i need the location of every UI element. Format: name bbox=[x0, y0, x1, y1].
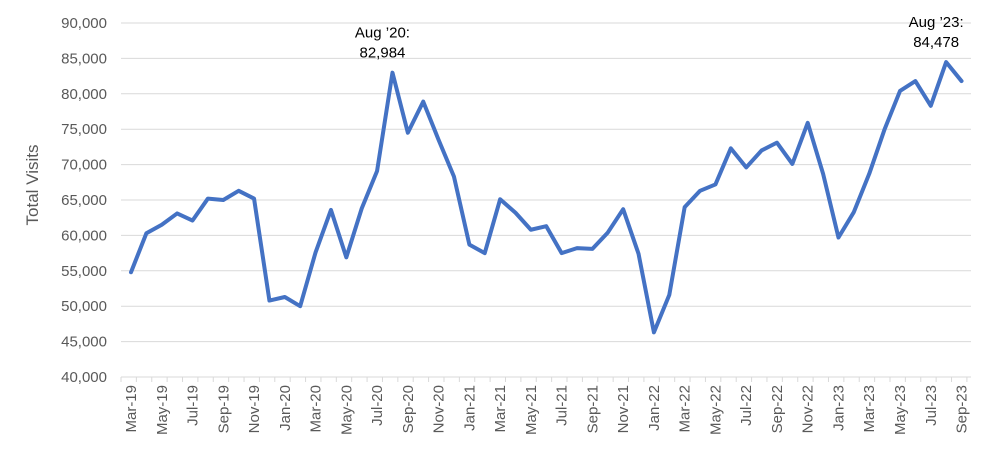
y-tick-label: 40,000 bbox=[61, 369, 107, 386]
x-tick-label: Nov-19 bbox=[246, 385, 263, 433]
data-annotation: Aug ’23: 84,478 bbox=[909, 14, 964, 51]
x-tick-label: May-19 bbox=[154, 385, 171, 435]
y-axis-title: Total Visits bbox=[23, 145, 42, 226]
x-tick-label: Sep-22 bbox=[769, 385, 786, 433]
x-tick-label: Mar-20 bbox=[308, 385, 325, 433]
x-tick-label: Mar-21 bbox=[492, 385, 509, 433]
y-tick-label: 65,000 bbox=[61, 192, 107, 209]
x-tick-label: Jul-22 bbox=[738, 385, 755, 426]
x-tick-label: Nov-21 bbox=[615, 385, 632, 433]
x-tick-label: Jul-20 bbox=[369, 385, 386, 426]
x-tick-label: May-23 bbox=[892, 385, 909, 435]
y-tick-label: 60,000 bbox=[61, 227, 107, 244]
x-tick-label: Sep-21 bbox=[584, 385, 601, 433]
x-axis-tick-labels: Mar-19 May-19 Jul-19 Sep-19 Nov-19 Jan-20 Mar-… bbox=[123, 385, 971, 435]
y-tick-label: 90,000 bbox=[61, 15, 107, 32]
y-tick-label: 80,000 bbox=[61, 86, 107, 103]
x-tick-label: Nov-22 bbox=[800, 385, 817, 433]
annotation-label: Aug ’20: bbox=[355, 25, 410, 42]
y-tick-label: 45,000 bbox=[61, 334, 107, 351]
x-tick-label: May-21 bbox=[523, 385, 540, 435]
y-tick-label: 85,000 bbox=[61, 50, 107, 67]
x-tick-label: Sep-23 bbox=[954, 385, 971, 433]
y-tick-label: 75,000 bbox=[61, 121, 107, 138]
x-tick-label: Jan-22 bbox=[646, 385, 663, 431]
x-tick-label: Jul-21 bbox=[554, 385, 571, 426]
gridlines bbox=[121, 22, 971, 343]
x-tick-label: Jan-20 bbox=[277, 385, 294, 431]
annotation-label: Aug ’23: bbox=[909, 14, 964, 31]
y-tick-label: 70,000 bbox=[61, 157, 107, 174]
x-tick-label: Jul-19 bbox=[185, 385, 202, 426]
x-tick-label: Mar-22 bbox=[677, 385, 694, 433]
y-axis-tick-labels: 40,000 45,000 50,000 55,000 60,000 65,000 70,0… bbox=[61, 15, 107, 386]
y-tick-label: 50,000 bbox=[61, 298, 107, 315]
x-tick-label: Jan-23 bbox=[830, 385, 847, 431]
x-tick-label: May-20 bbox=[338, 385, 355, 435]
x-tick-label: Sep-20 bbox=[400, 385, 417, 433]
x-tick-label: Jul-23 bbox=[923, 385, 940, 426]
x-tick-label: Mar-19 bbox=[123, 385, 140, 433]
annotation-value: 84,478 bbox=[913, 34, 959, 51]
annotations: Aug ’20: 82,984 Aug ’23: 84,478 bbox=[355, 14, 964, 62]
annotation-value: 82,984 bbox=[360, 45, 406, 62]
x-tick-label: May-22 bbox=[707, 385, 724, 435]
data-annotation: Aug ’20: 82,984 bbox=[355, 25, 410, 62]
series-line bbox=[129, 60, 964, 335]
series-layer bbox=[129, 60, 964, 335]
x-axis bbox=[120, 376, 971, 382]
x-tick-label: Mar-23 bbox=[861, 385, 878, 433]
x-tick-label: Nov-20 bbox=[431, 385, 448, 433]
x-tick-label: Sep-19 bbox=[215, 385, 232, 433]
y-tick-label: 55,000 bbox=[61, 263, 107, 280]
x-tick-label: Jan-21 bbox=[461, 385, 478, 431]
